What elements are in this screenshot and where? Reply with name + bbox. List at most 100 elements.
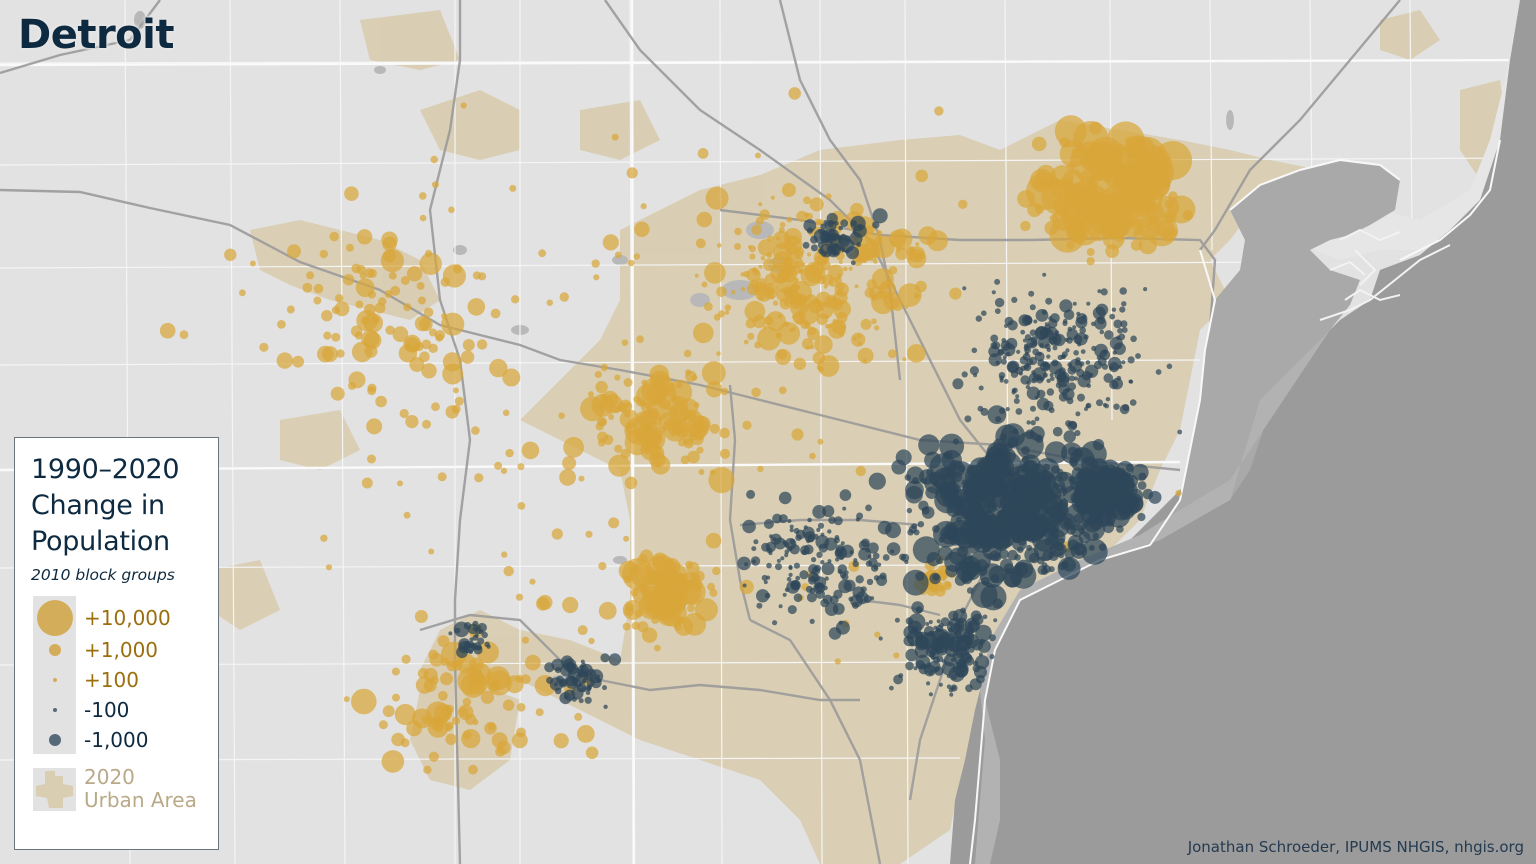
loss-circle (778, 514, 788, 524)
gain-circle (351, 688, 377, 715)
loss-circle (981, 542, 992, 553)
loss-circle (837, 564, 847, 574)
loss-circle (838, 225, 843, 231)
loss-circle (850, 220, 857, 227)
loss-circle (964, 415, 972, 423)
loss-circle (1101, 363, 1109, 370)
loss-circle (1005, 407, 1010, 412)
loss-circle (1048, 407, 1055, 414)
gain-circle (613, 405, 621, 414)
gain-circle (791, 235, 796, 241)
loss-circle (850, 260, 856, 266)
loss-circle (1042, 463, 1051, 471)
gain-circle (734, 243, 741, 250)
loss-circle (917, 521, 925, 528)
loss-circle (1043, 524, 1059, 540)
loss-circle (872, 552, 880, 560)
loss-circle (1099, 329, 1105, 335)
gain-circle (515, 593, 524, 601)
gain-circle (907, 344, 926, 363)
loss-circle (873, 575, 880, 581)
gain-circle (343, 696, 350, 703)
loss-circle (1120, 320, 1128, 328)
loss-circle (841, 573, 849, 581)
loss-circle (1007, 465, 1033, 491)
loss-circle (823, 585, 828, 591)
loss-circle (1037, 351, 1042, 356)
loss-circle (1129, 399, 1137, 406)
population-loss-circles (448, 208, 1183, 709)
loss-circle (915, 606, 923, 614)
gain-circle (480, 690, 494, 704)
loss-circle (1055, 500, 1068, 513)
loss-circle (1073, 543, 1086, 556)
gain-circle (911, 252, 919, 259)
loss-circle (1024, 346, 1031, 354)
loss-circle (971, 639, 984, 651)
gain-circle (621, 339, 629, 347)
gain-circle (810, 345, 815, 350)
loss-circle (948, 610, 959, 621)
loss-circle (1102, 349, 1107, 354)
loss-circle (453, 621, 470, 638)
loss-circle (1096, 492, 1107, 503)
loss-circle (1015, 431, 1044, 460)
gain-circle (460, 102, 467, 109)
gain-circle (359, 272, 367, 280)
gain-circle (286, 305, 295, 314)
gain-circle (608, 517, 620, 529)
loss-circle (1062, 388, 1075, 401)
gain-circle (809, 197, 824, 212)
loss-circle (1016, 349, 1021, 354)
loss-circle (1177, 429, 1183, 435)
loss-circle (787, 605, 797, 615)
legend-size-scale: +10,000 +1,000 +100 -100 -1,000 (31, 596, 218, 756)
gain-circle (360, 316, 369, 325)
gain-circle (431, 181, 439, 189)
gain-circle (772, 300, 779, 306)
loss-circle (977, 405, 984, 412)
gain-circle (434, 330, 445, 341)
gain-circle (416, 281, 425, 290)
loss-circle (838, 620, 843, 625)
legend-subtitle: 2010 block groups (31, 566, 175, 584)
loss-circle (474, 633, 479, 638)
gain-circle (292, 355, 304, 368)
lake-st-clair (1150, 160, 1400, 545)
gain-circle (489, 358, 508, 378)
loss-circle (975, 559, 988, 572)
gain-circle (688, 572, 697, 581)
gain-circle (490, 308, 501, 319)
loss-circle (971, 347, 978, 354)
loss-circle (766, 575, 771, 580)
loss-circle (945, 637, 960, 652)
loss-circle (1118, 364, 1123, 369)
gain-circle (624, 476, 638, 490)
gain-circle (1061, 169, 1085, 192)
gain-circle (1043, 179, 1053, 188)
gain-circle (356, 265, 366, 275)
loss-circle (811, 557, 817, 563)
loss-circle (1052, 345, 1058, 351)
loss-circle (994, 297, 1005, 308)
loss-circle (1121, 301, 1127, 307)
loss-circle (1010, 370, 1019, 378)
loss-circle (987, 552, 994, 560)
loss-circle (809, 618, 815, 625)
loss-circle (602, 685, 607, 691)
gain-circle (895, 247, 909, 261)
gain-circle (608, 414, 615, 420)
gain-circle (476, 339, 488, 350)
loss-circle (1109, 336, 1123, 350)
loss-circle (787, 519, 792, 523)
loss-circle (818, 248, 824, 254)
gain-circle (683, 349, 692, 358)
gain-circle (843, 266, 848, 272)
gain-circle (516, 703, 526, 712)
gain-circle (440, 706, 452, 718)
gain-circle (525, 654, 541, 671)
gain-circle (696, 446, 704, 454)
gain-circle (1084, 201, 1098, 215)
gain-circle (860, 318, 872, 330)
